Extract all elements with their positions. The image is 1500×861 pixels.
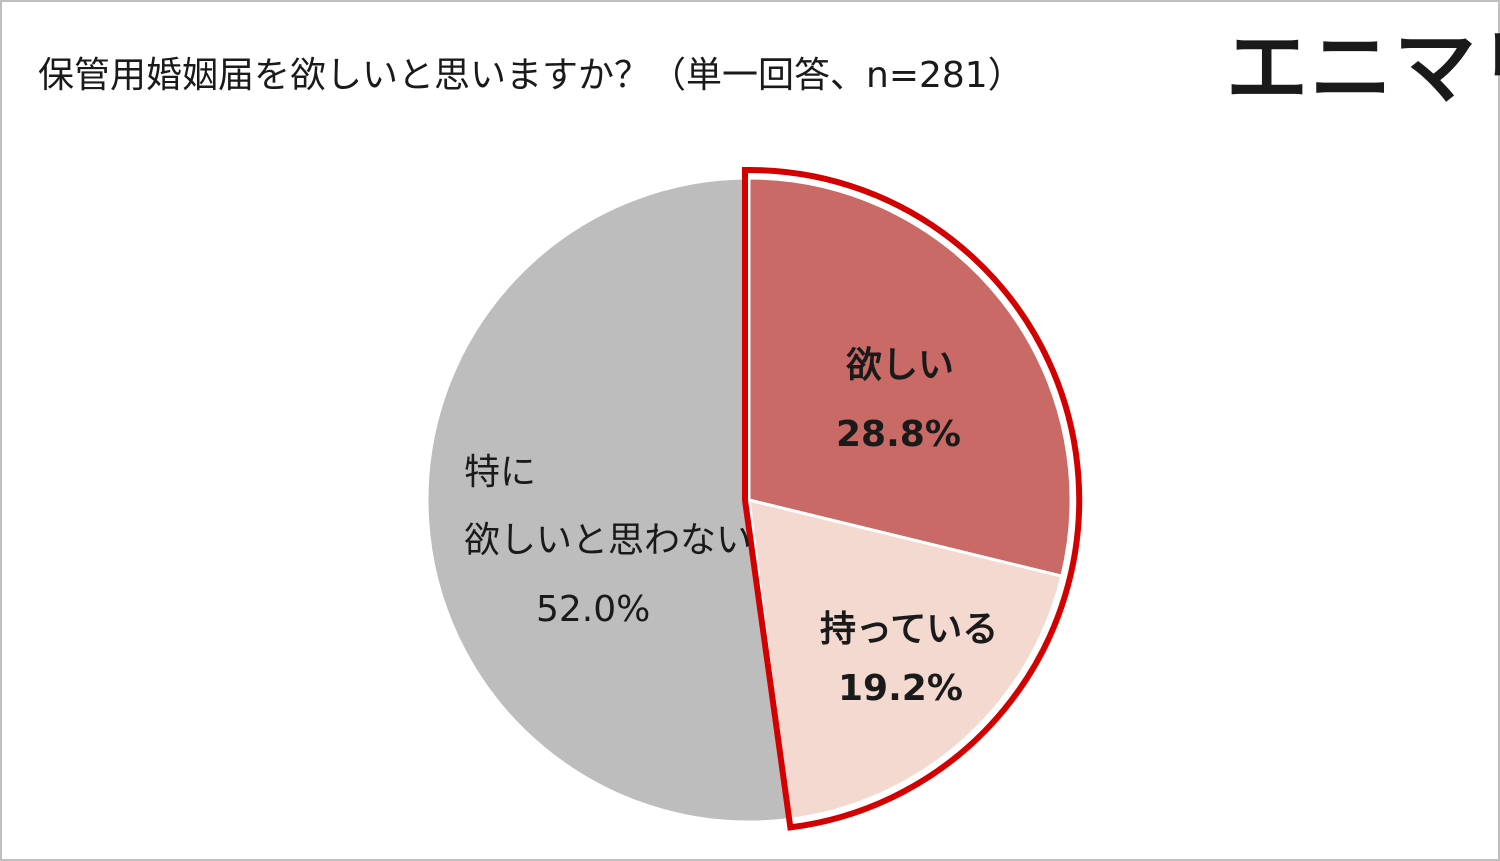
slice-label-none-line2: 欲しいと思わない — [464, 520, 753, 561]
brand-logo: エニマリ — [1226, 21, 1500, 116]
chart-title: 保管用婚姻届を欲しいと思いますか？（単一回答、n=281） — [38, 55, 1024, 96]
slice-value-want: 28.8% — [836, 414, 961, 455]
slice-label-want: 欲しい — [846, 345, 955, 386]
slice-value-have: 19.2% — [838, 668, 963, 709]
pie-slice-none — [425, 176, 792, 824]
slice-label-none-line1: 特に — [464, 452, 537, 493]
slice-value-none: 52.0% — [536, 589, 651, 630]
highlight-outline — [742, 166, 1083, 831]
pie-slice-want — [747, 176, 1073, 578]
slice-label-have: 持っている — [820, 609, 999, 650]
pie-slice-have — [747, 498, 1064, 822]
